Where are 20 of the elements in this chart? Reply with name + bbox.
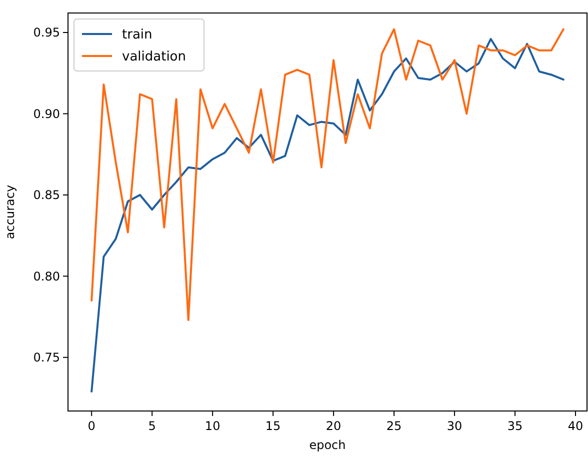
x-tick-label: 30 [446, 419, 462, 433]
legend-label: train [122, 28, 152, 43]
y-tick-label: 0.90 [33, 106, 60, 121]
y-tick-label: 0.80 [33, 269, 60, 284]
y-axis-title: accuracy [3, 184, 17, 240]
x-tick-label: 0 [88, 419, 96, 433]
y-tick-label: 0.95 [33, 26, 60, 40]
line-series [90, 28, 564, 322]
y-tick-label: 0.85 [33, 188, 60, 202]
x-tick-label: 10 [204, 419, 220, 433]
x-axis-title: epoch [309, 438, 346, 452]
x-tick-label: 20 [326, 419, 342, 433]
y-tick-label: 0.75 [33, 350, 60, 365]
x-tick-label: 40 [568, 419, 584, 433]
line-series [90, 38, 564, 393]
x-tick-label: 15 [265, 419, 281, 433]
x-tick-label: 25 [386, 419, 402, 433]
x-tick-label: 5 [148, 419, 156, 433]
legend-label: validation [122, 50, 186, 65]
x-tick-label: 35 [507, 419, 523, 433]
